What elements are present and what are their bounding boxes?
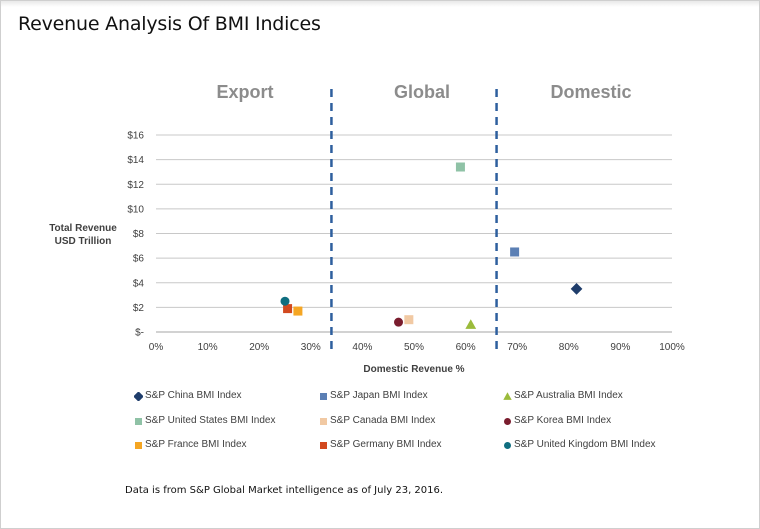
data-point-sp-korea-bmi-index bbox=[394, 317, 404, 327]
y-axis-title-line: USD Trillion bbox=[55, 236, 112, 247]
y-tick-label: $- bbox=[135, 328, 144, 339]
legend-label: S&P Korea BMI Index bbox=[514, 415, 612, 426]
data-point-sp-china-bmi-index bbox=[570, 283, 583, 295]
legend-marker-shape bbox=[503, 392, 512, 400]
y-axis-title-line: Total Revenue bbox=[49, 223, 117, 234]
legend-label: S&P Australia BMI Index bbox=[514, 390, 623, 401]
x-tick-label: 40% bbox=[352, 342, 372, 353]
legend-marker-shape bbox=[134, 392, 143, 401]
x-tick-label: 70% bbox=[507, 342, 527, 353]
legend-label: S&P Canada BMI Index bbox=[330, 415, 436, 426]
x-tick-label: 80% bbox=[559, 342, 579, 353]
data-point-sp-united-kingdom-bmi-index bbox=[280, 296, 290, 306]
data-point-sp-united-states-bmi-index bbox=[455, 162, 465, 172]
legend-label: S&P France BMI Index bbox=[145, 439, 247, 450]
legend-marker-shape bbox=[504, 442, 511, 449]
legend-marker bbox=[135, 418, 142, 425]
legend-marker bbox=[504, 442, 511, 449]
data-point-sp-france-bmi-index bbox=[293, 306, 303, 316]
legend-marker bbox=[504, 418, 511, 425]
legend-marker-shape bbox=[320, 418, 327, 425]
data-point-sp-canada-bmi-index bbox=[404, 315, 414, 325]
data-point-sp-australia-bmi-index bbox=[465, 319, 477, 329]
legend-marker-shape bbox=[135, 418, 142, 425]
region-label-domestic: Domestic bbox=[550, 82, 631, 102]
legend-label: S&P Japan BMI Index bbox=[330, 390, 428, 401]
x-tick-label: 60% bbox=[456, 342, 476, 353]
x-tick-label: 30% bbox=[301, 342, 321, 353]
y-tick-label: $2 bbox=[133, 303, 145, 314]
legend-marker-shape bbox=[135, 442, 142, 449]
x-axis-title: Domestic Revenue % bbox=[363, 364, 464, 375]
x-tick-label: 100% bbox=[659, 342, 685, 353]
x-tick-label: 50% bbox=[404, 342, 424, 353]
x-tick-label: 20% bbox=[249, 342, 269, 353]
legend-marker-shape bbox=[320, 442, 327, 449]
legend-label: S&P United States BMI Index bbox=[145, 415, 276, 426]
y-tick-label: $10 bbox=[127, 204, 144, 215]
x-tick-label: 10% bbox=[198, 342, 218, 353]
region-label-export: Export bbox=[216, 82, 273, 102]
y-tick-label: $8 bbox=[133, 229, 145, 240]
y-tick-label: $12 bbox=[127, 180, 144, 191]
chart-title: Revenue Analysis Of BMI Indices bbox=[18, 13, 321, 35]
y-tick-label: $6 bbox=[133, 254, 145, 265]
region-label-global: Global bbox=[394, 82, 450, 102]
y-tick-label: $16 bbox=[127, 131, 144, 142]
legend-marker bbox=[320, 418, 327, 425]
cropped-banner bbox=[1, 1, 759, 7]
y-tick-label: $14 bbox=[127, 155, 144, 166]
legend-label: S&P Germany BMI Index bbox=[330, 439, 442, 450]
legend-marker-shape bbox=[320, 393, 327, 400]
legend-marker bbox=[320, 393, 327, 400]
legend-marker-shape bbox=[504, 418, 511, 425]
footnote: Data is from S&P Global Market intellige… bbox=[125, 485, 444, 496]
data-point-sp-germany-bmi-index bbox=[283, 304, 293, 314]
x-tick-label: 90% bbox=[610, 342, 630, 353]
legend-marker bbox=[503, 392, 512, 400]
data-point-sp-japan-bmi-index bbox=[510, 247, 520, 257]
legend-marker bbox=[135, 442, 142, 449]
y-tick-label: $4 bbox=[133, 278, 145, 289]
legend-marker bbox=[134, 392, 143, 401]
legend-marker bbox=[320, 442, 327, 449]
x-tick-label: 0% bbox=[149, 342, 164, 353]
legend-label: S&P United Kingdom BMI Index bbox=[514, 439, 656, 450]
legend-label: S&P China BMI Index bbox=[145, 390, 242, 401]
